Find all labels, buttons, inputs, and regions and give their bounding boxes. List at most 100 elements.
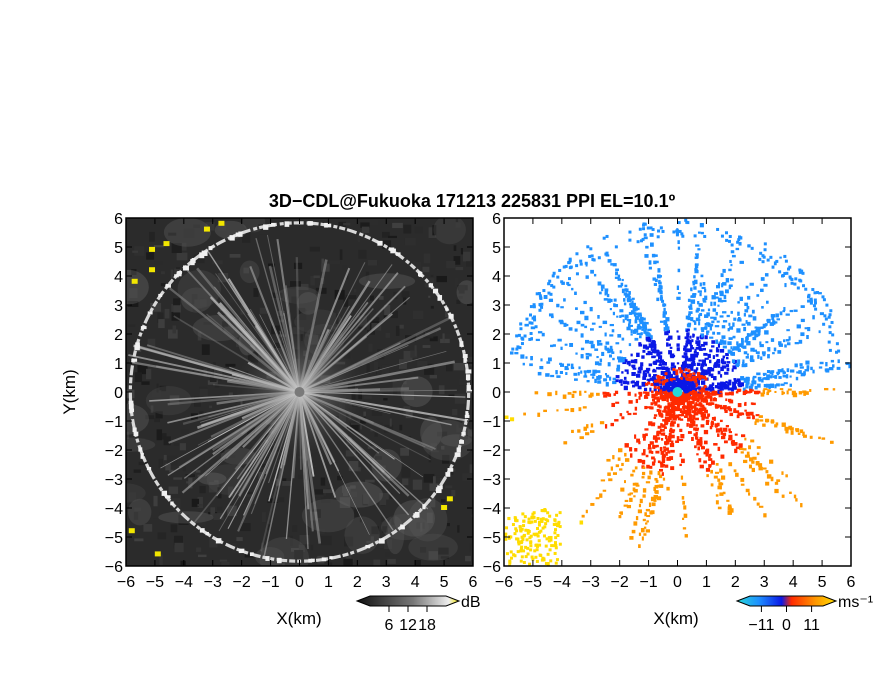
velocity-cell: [722, 491, 726, 495]
velocity-extreme-cell: [526, 531, 530, 535]
velocity-cell: [690, 424, 696, 427]
reflectivity-texture-cell: [458, 284, 465, 294]
velocity-core-cell: [687, 412, 691, 416]
reflectivity-texture-cell: [173, 298, 181, 306]
velocity-cell: [624, 317, 627, 321]
velocity-core-cell: [682, 402, 686, 406]
reflectivity-texture-cell: [196, 547, 202, 552]
velocity-cell: [636, 325, 642, 330]
velocity-cell: [788, 336, 791, 341]
velocity-cell: [535, 338, 540, 342]
velocity-cell: [722, 299, 727, 303]
velocity-cell: [632, 367, 637, 370]
velocity-core-cell: [709, 395, 713, 399]
velocity-cell: [720, 430, 723, 435]
velocity-cell: [735, 472, 739, 477]
velocity-cell: [737, 311, 740, 316]
velocity-cell: [656, 382, 660, 386]
reflectivity-ring-echo: [388, 247, 395, 251]
velocity-cell: [718, 404, 723, 408]
velocity-cell: [665, 317, 670, 322]
velocity-cell: [701, 369, 705, 373]
velocity-cell: [764, 273, 769, 277]
velocity-cell: [621, 288, 625, 294]
velocity-y-tick-label: 3: [492, 298, 501, 315]
reflectivity-echo-patch: [297, 292, 320, 315]
reflectivity-texture-cell: [214, 383, 220, 388]
velocity-cell: [664, 421, 668, 426]
velocity-cell: [655, 374, 658, 377]
reflectivity-colorbar-tick-label: 6: [385, 617, 394, 634]
velocity-cell: [659, 474, 663, 479]
reflectivity-texture-cell: [229, 297, 234, 303]
velocity-ring-cell: [677, 221, 681, 225]
velocity-ring-cell: [790, 281, 794, 285]
velocity-cell: [741, 323, 746, 326]
reflectivity-texture-cell: [170, 269, 174, 278]
velocity-cell: [599, 291, 602, 295]
velocity-ring-cell: [529, 313, 533, 317]
reflectivity-texture-cell: [429, 497, 436, 508]
velocity-cell: [699, 292, 702, 297]
reflectivity-ring-echo: [395, 252, 401, 256]
velocity-cell: [627, 381, 630, 385]
velocity-cell: [668, 438, 672, 443]
velocity-extreme-cell: [544, 518, 548, 522]
velocity-extreme-cell: [555, 558, 559, 562]
reflectivity-texture-cell: [133, 469, 142, 473]
velocity-cell: [690, 344, 693, 348]
velocity-cell: [653, 414, 658, 417]
velocity-cell: [653, 486, 656, 492]
velocity-cell: [637, 509, 643, 514]
velocity-cell: [678, 414, 682, 417]
velocity-ring-cell: [562, 265, 566, 269]
velocity-cell: [797, 432, 801, 435]
velocity-cell: [643, 236, 648, 240]
velocity-y-tick-label: 6: [492, 211, 501, 228]
velocity-cell: [673, 365, 677, 369]
reflectivity-texture-cell: [369, 220, 379, 225]
velocity-ring-cell: [511, 347, 515, 351]
velocity-cell: [666, 486, 670, 491]
reflectivity-texture-cell: [179, 242, 187, 251]
velocity-core-cell: [686, 393, 690, 397]
velocity-extreme-cell: [519, 547, 523, 551]
velocity-core-cell: [669, 378, 673, 382]
velocity-core-cell: [663, 391, 667, 395]
velocity-extreme-cell: [544, 544, 548, 548]
velocity-cell: [799, 429, 804, 434]
velocity-y-tick-label: −5: [483, 530, 501, 547]
reflectivity-ring-echo: [454, 452, 461, 457]
reflectivity-texture-cell: [207, 380, 218, 385]
velocity-cell: [629, 497, 633, 502]
velocity-cell: [624, 452, 627, 457]
velocity-cell: [719, 427, 723, 432]
velocity-cell: [713, 316, 717, 321]
velocity-cell: [774, 390, 777, 393]
velocity-cell: [621, 462, 624, 466]
velocity-cell: [647, 350, 651, 355]
velocity-ring-cell: [641, 237, 645, 241]
reflectivity-texture-cell: [436, 275, 448, 283]
velocity-cell: [737, 412, 742, 416]
velocity-cell: [643, 329, 647, 334]
velocity-ring-cell: [793, 282, 797, 286]
velocity-extreme-cell: [549, 559, 553, 563]
velocity-core-cell: [688, 413, 692, 417]
velocity-cell: [704, 386, 708, 391]
velocity-cell: [743, 351, 748, 355]
velocity-ring-cell: [822, 322, 826, 326]
reflectivity-texture-cell: [429, 374, 438, 379]
velocity-extreme-cell: [546, 552, 550, 556]
velocity-cell: [646, 332, 650, 336]
velocity-cell: [741, 412, 745, 416]
reflectivity-ring-echo: [324, 222, 329, 228]
reflectivity-texture-cell: [228, 392, 233, 396]
velocity-cell: [637, 323, 641, 328]
velocity-cell: [643, 449, 646, 453]
velocity-cell: [690, 418, 695, 423]
velocity-core-cell: [665, 383, 669, 387]
velocity-cell: [707, 413, 710, 418]
velocity-extreme-cell: [530, 520, 534, 524]
velocity-cell: [683, 352, 688, 356]
